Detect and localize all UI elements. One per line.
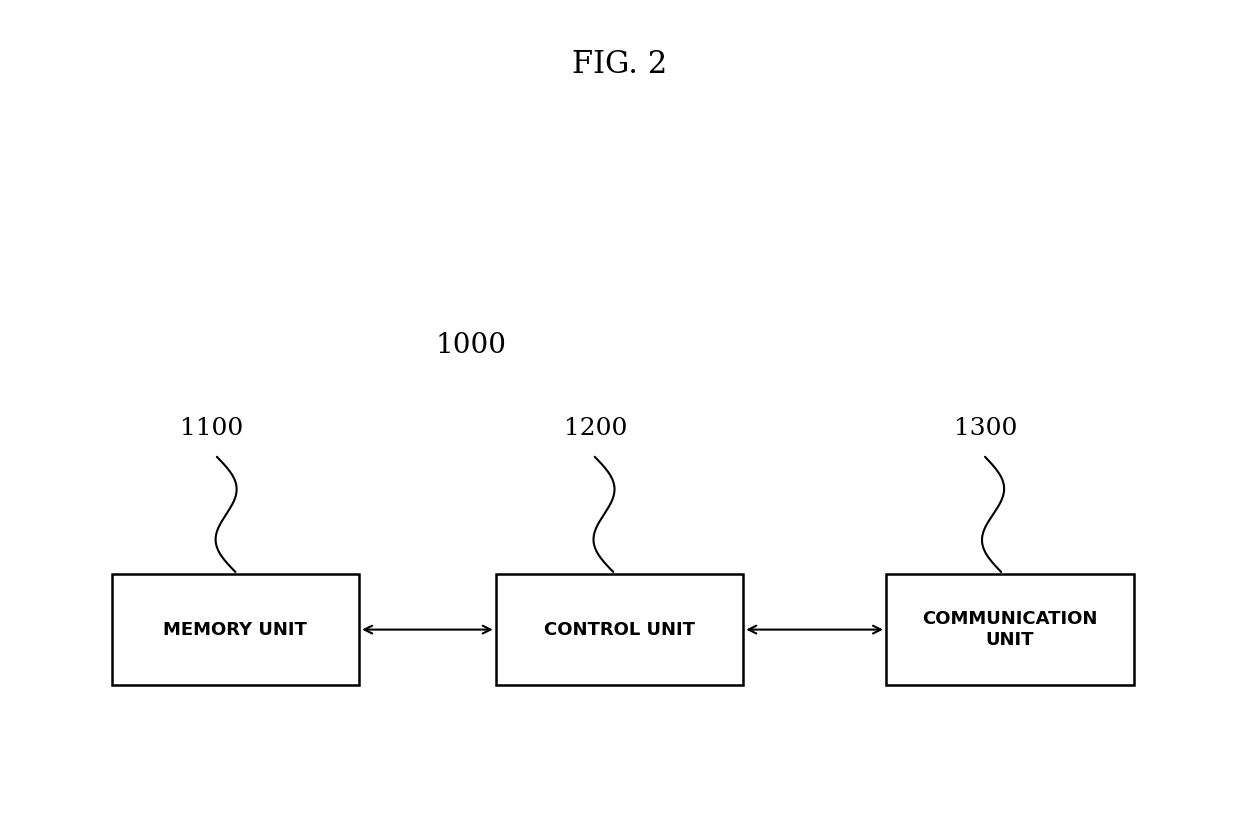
Text: 1200: 1200 — [564, 417, 627, 440]
Text: 1300: 1300 — [954, 417, 1017, 440]
Text: 1000: 1000 — [435, 332, 507, 359]
Bar — [496, 574, 743, 685]
Text: FIG. 2: FIG. 2 — [572, 49, 667, 81]
Text: COMMUNICATION
UNIT: COMMUNICATION UNIT — [922, 610, 1098, 649]
Text: 1100: 1100 — [180, 417, 243, 440]
Text: MEMORY UNIT: MEMORY UNIT — [164, 621, 307, 639]
Bar — [886, 574, 1134, 685]
Text: CONTROL UNIT: CONTROL UNIT — [544, 621, 695, 639]
Bar — [112, 574, 359, 685]
